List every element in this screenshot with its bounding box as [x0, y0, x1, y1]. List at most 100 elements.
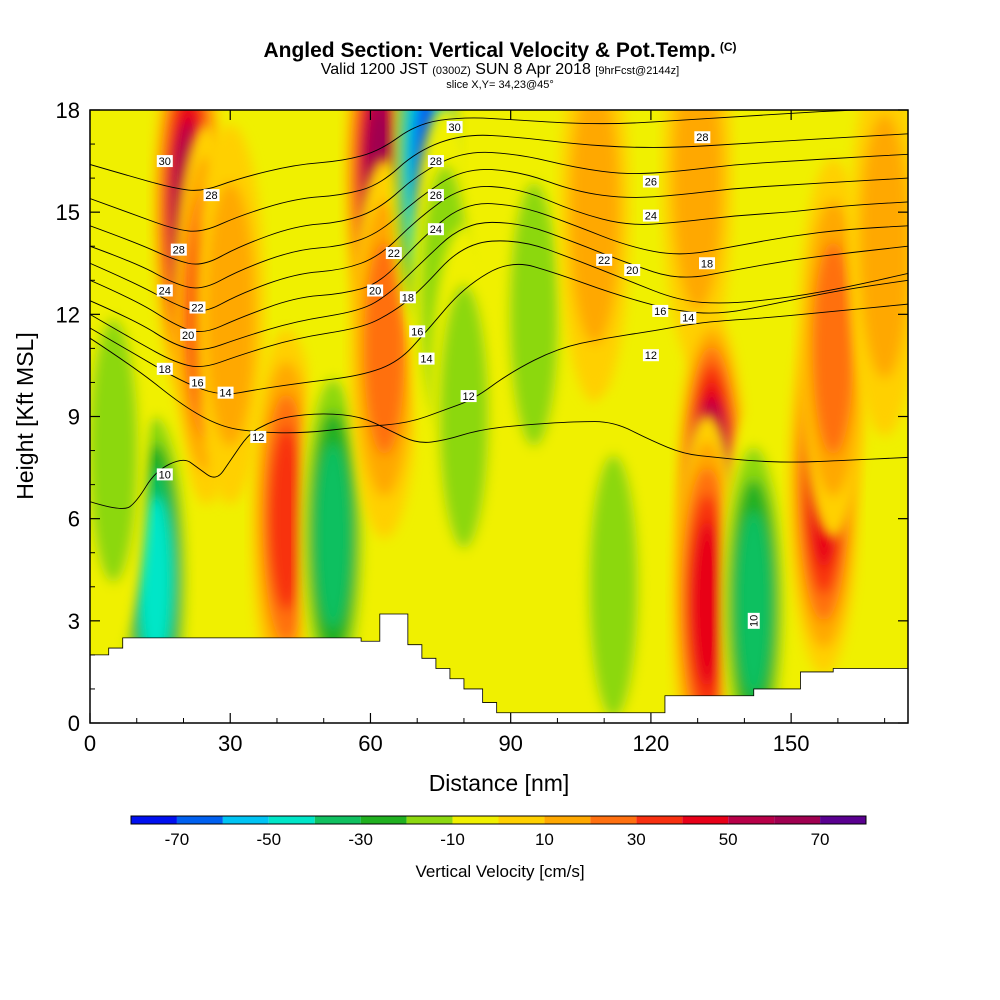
x-axis: 0 30 60 90 120 150: [84, 110, 886, 756]
theta-contour: [90, 168, 908, 289]
colorbar-swatch: [222, 816, 269, 824]
velocity-core: [718, 413, 789, 723]
contour-label-bg: [170, 243, 187, 256]
colorbar-tick-label: -50: [257, 830, 282, 849]
contour-label: 28: [170, 243, 187, 257]
theta-contour: [90, 413, 908, 509]
contour-label-text: 28: [430, 156, 442, 168]
colorbar-swatch: [360, 816, 407, 824]
velocity-core: [298, 345, 369, 723]
contour-label-text: 26: [430, 190, 442, 202]
contour-label: 20: [180, 328, 197, 342]
velocity-core-band: [139, 497, 172, 663]
colorbar-swatch: [820, 816, 866, 824]
x-tick-label: 60: [358, 731, 382, 756]
contour-label: 28: [694, 131, 711, 144]
forecast-info: [9hrFcst@2144z]: [595, 65, 680, 77]
contour-label: 18: [399, 291, 416, 304]
x-tick-label: 90: [498, 731, 522, 756]
contour-label: 24: [642, 209, 659, 223]
y-tick-label: 15: [56, 200, 80, 225]
contour-label-bg: [624, 264, 641, 277]
contour-label-text: 22: [388, 248, 400, 260]
contour-label-bg: [427, 155, 444, 168]
colorbar-swatch: [682, 816, 729, 824]
contour-label: 16: [409, 325, 426, 338]
contour-label-text: 24: [645, 211, 657, 223]
colorbar-swatch: [498, 816, 545, 824]
velocity-core-band: [859, 113, 908, 379]
contour-label: 16: [652, 304, 669, 318]
contour-label-bg: [180, 328, 197, 341]
contour-label: 24: [427, 223, 444, 236]
colorbar-swatch: [544, 816, 591, 824]
contour-label-text: 16: [654, 306, 666, 318]
contour-label-text: 12: [252, 432, 264, 444]
contour-label: 12: [250, 430, 267, 444]
contour-label-bg: [399, 291, 416, 304]
y-tick-label: 18: [56, 98, 80, 123]
velocity-core-band: [569, 110, 620, 345]
valid-utc: (0300Z): [432, 65, 471, 77]
x-tick-label: 30: [218, 731, 242, 756]
y-axis: 0 3 6 9 12 15 18: [56, 98, 908, 736]
colorbar-swatch: [774, 816, 821, 824]
contour-label-bg: [446, 121, 463, 134]
velocity-core-band: [438, 284, 489, 549]
theta-contour: [90, 186, 908, 312]
contour-labels: 30 28 28 24 22 20 18 16 14 12 10 30 28 26 24 22 20 18 16 14…: [156, 121, 761, 629]
valid-date: SUN 8 Apr 2018: [475, 61, 591, 78]
contour-label-bg: [642, 349, 659, 362]
colorbar-swatch: [268, 816, 315, 824]
contour-label-bg: [747, 612, 760, 629]
velocity-core-band: [812, 241, 854, 456]
velocity-field: [90, 110, 908, 723]
y-tick-label: 0: [68, 711, 80, 736]
contour-label-bg: [189, 376, 206, 389]
terrain: [89, 613, 909, 724]
colorbar-swatch: [314, 816, 361, 824]
contour-label: 14: [418, 352, 435, 366]
contour-label-text: 16: [411, 326, 423, 338]
contour-label: 10: [156, 468, 173, 481]
contour-label-text: 20: [626, 265, 638, 277]
contour-label-text: 28: [696, 132, 708, 144]
contour-label-text: 30: [159, 156, 171, 168]
contour-label: 30: [446, 121, 463, 134]
x-tick-label: 0: [84, 731, 96, 756]
contour-label-bg: [156, 362, 173, 375]
x-tick-label: 150: [773, 731, 810, 756]
contour-label-bg: [367, 284, 384, 297]
contour-label-bg: [250, 430, 267, 443]
contour-label-text: 20: [369, 285, 381, 297]
x-axis-label: Distance [nm]: [429, 770, 570, 796]
chart-header: Angled Section: Vertical Velocity & Pot.…: [0, 36, 1000, 92]
velocity-core: [90, 260, 149, 641]
velocity-core: [195, 124, 266, 505]
theta-contour: [90, 240, 908, 367]
colorbar-swatch: [406, 816, 453, 824]
contour-label-text: 14: [420, 354, 432, 366]
contour-label-text: 26: [645, 177, 657, 189]
contour-label: 22: [189, 301, 206, 315]
velocity-core-band: [588, 454, 639, 720]
contour-label-bg: [460, 390, 477, 403]
contour-label: 16: [189, 376, 206, 389]
contour-label-text: 18: [402, 292, 414, 304]
chart-title: Angled Section: Vertical Velocity & Pot.…: [0, 36, 1000, 62]
contour-label: 20: [624, 264, 641, 277]
contour-label: 18: [156, 362, 173, 376]
contour-label: 26: [642, 175, 659, 189]
colorbar-swatch: [728, 816, 775, 824]
y-tick-label: 6: [68, 507, 80, 532]
contour-label-bg: [427, 223, 444, 236]
contour-label: 12: [642, 349, 659, 362]
contour-label-bg: [156, 155, 173, 168]
contour-label-bg: [156, 284, 173, 297]
velocity-core-band: [690, 520, 724, 687]
contour-label-bg: [694, 131, 711, 144]
contour-label-text: 14: [682, 313, 694, 325]
colorbar: -70 -50 -30 -10 10 30 50 70: [130, 815, 867, 849]
contour-label-bg: [652, 304, 669, 317]
